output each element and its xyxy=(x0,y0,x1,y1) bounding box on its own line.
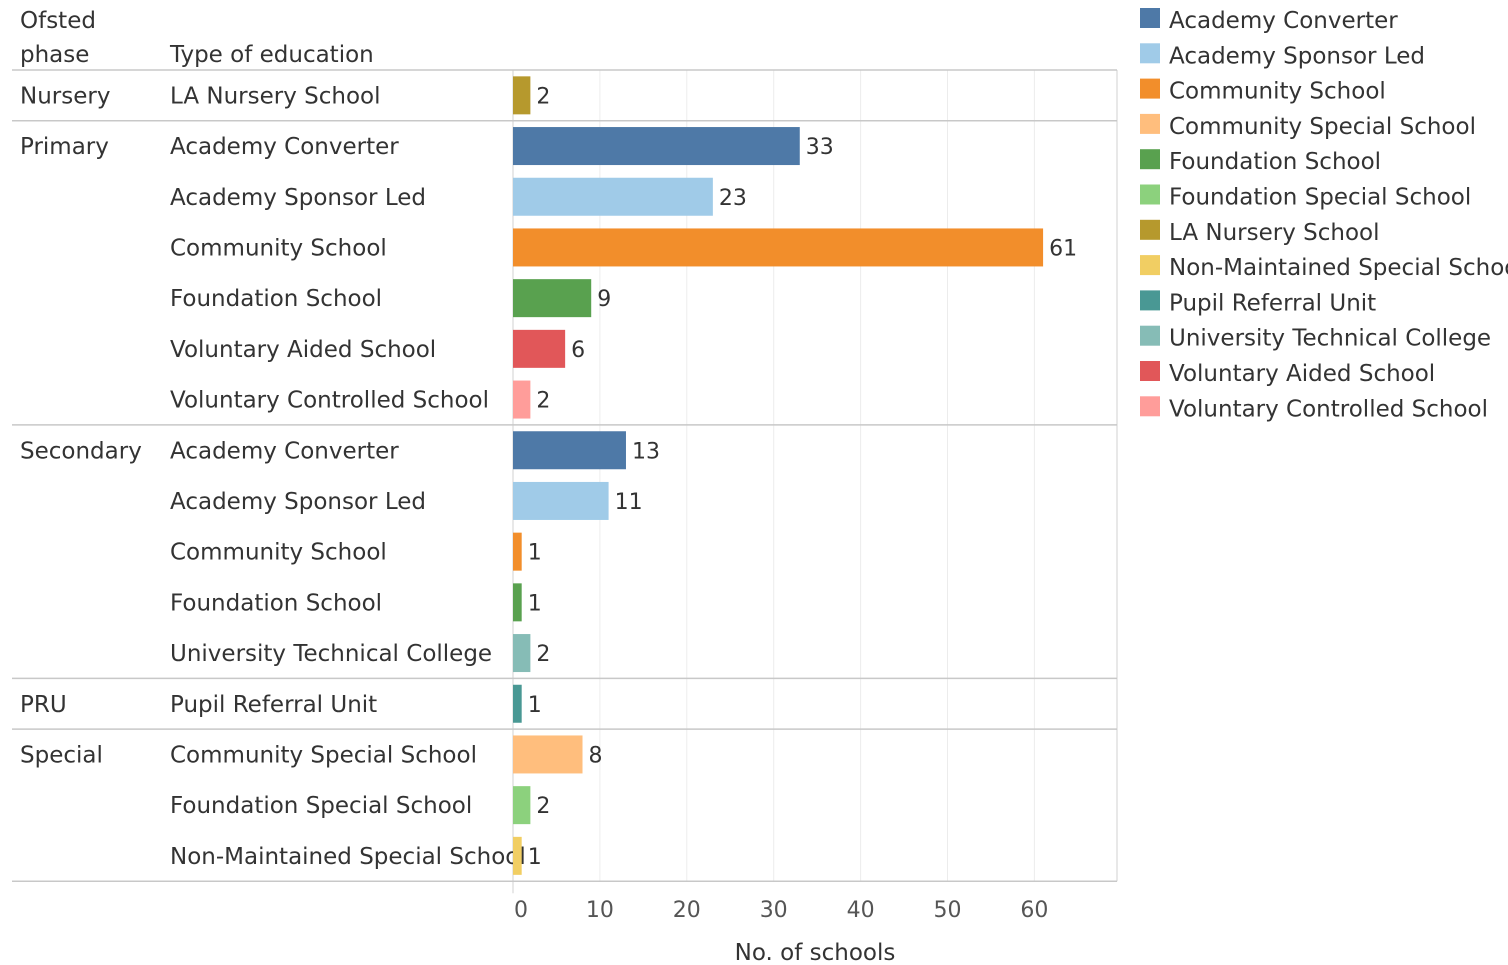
type-label: Academy Sponsor Led xyxy=(170,489,426,515)
legend-label: Community Special School xyxy=(1169,114,1476,140)
legend-label: Community School xyxy=(1169,79,1386,105)
type-label: Non-Maintained Special School xyxy=(170,844,526,870)
data-label: 1 xyxy=(528,693,542,718)
type-label: Academy Converter xyxy=(170,438,399,464)
bar xyxy=(513,532,522,571)
type-label: Community School xyxy=(170,540,387,566)
type-label: Voluntary Controlled School xyxy=(170,388,489,414)
x-tick-label: 50 xyxy=(934,898,962,923)
data-label: 2 xyxy=(536,642,550,667)
data-label: 9 xyxy=(597,287,611,312)
legend-swatch xyxy=(1140,113,1160,134)
legend-swatch xyxy=(1140,396,1160,417)
legend-swatch xyxy=(1140,219,1160,240)
phase-label: Secondary xyxy=(20,438,142,464)
legend-swatch xyxy=(1140,43,1160,64)
legend-label: LA Nursery School xyxy=(1169,220,1380,246)
bar xyxy=(513,127,800,166)
legend-label: Foundation School xyxy=(1169,149,1381,175)
bar xyxy=(513,279,592,318)
type-label: Foundation School xyxy=(170,286,382,312)
x-tick-label: 20 xyxy=(673,898,701,923)
x-axis-title: No. of schools xyxy=(735,940,896,965)
data-label: 61 xyxy=(1049,236,1077,261)
bar xyxy=(513,684,522,723)
phase-label: Special xyxy=(20,742,103,768)
legend-swatch xyxy=(1140,290,1160,311)
type-label: Community School xyxy=(170,235,387,261)
x-tick-label: 0 xyxy=(514,898,528,923)
bar xyxy=(513,735,583,774)
bar xyxy=(513,228,1044,267)
legend-swatch xyxy=(1140,8,1160,28)
data-label: 2 xyxy=(536,389,550,414)
data-label: 1 xyxy=(528,591,542,616)
legend-swatch xyxy=(1140,149,1160,170)
legend-label: University Technical College xyxy=(1169,326,1491,352)
legend-label: Academy Sponsor Led xyxy=(1169,43,1425,69)
data-label: 11 xyxy=(615,490,643,515)
data-label: 33 xyxy=(806,135,834,160)
bar xyxy=(513,177,713,216)
type-label: Community Special School xyxy=(170,742,477,768)
legend-swatch xyxy=(1140,78,1160,99)
legend-swatch xyxy=(1140,325,1160,346)
data-label: 6 xyxy=(571,338,585,363)
data-label: 1 xyxy=(528,845,542,870)
type-label: Voluntary Aided School xyxy=(170,337,436,363)
data-label: 1 xyxy=(528,541,542,566)
bar xyxy=(513,481,609,520)
header-phase: Ofsted phase xyxy=(20,8,96,68)
header-type: Type of education xyxy=(169,42,374,68)
legend-label: Foundation Special School xyxy=(1169,185,1471,211)
x-tick-label: 60 xyxy=(1020,898,1048,923)
phase-label: Primary xyxy=(20,134,109,160)
type-label: Pupil Referral Unit xyxy=(170,692,377,718)
bar xyxy=(513,836,522,875)
phase-label: Nursery xyxy=(20,83,110,109)
legend-label: Voluntary Aided School xyxy=(1169,361,1435,387)
legend-label: Pupil Referral Unit xyxy=(1169,290,1376,316)
type-label: LA Nursery School xyxy=(170,83,381,109)
type-label: Academy Converter xyxy=(170,134,399,160)
bar xyxy=(513,634,531,673)
bar xyxy=(513,583,522,622)
data-label: 8 xyxy=(589,743,603,768)
bar xyxy=(513,380,531,419)
x-tick-label: 10 xyxy=(586,898,614,923)
data-label: 23 xyxy=(719,186,747,211)
legend-label: Non-Maintained Special School xyxy=(1169,255,1508,281)
bar xyxy=(513,786,531,825)
bar xyxy=(513,76,531,115)
legend-swatch xyxy=(1140,361,1160,381)
type-label: Foundation School xyxy=(170,590,382,616)
legend-swatch xyxy=(1140,255,1160,276)
data-label: 2 xyxy=(536,794,550,819)
x-tick-label: 30 xyxy=(760,898,788,923)
data-label: 2 xyxy=(536,84,550,109)
bar xyxy=(513,329,566,368)
data-label: 13 xyxy=(632,439,660,464)
type-label: University Technical College xyxy=(170,641,492,667)
phase-label: PRU xyxy=(20,692,67,718)
legend-swatch xyxy=(1140,184,1160,205)
legend-label: Voluntary Controlled School xyxy=(1169,396,1488,422)
x-tick-label: 40 xyxy=(847,898,875,923)
legend-label: Academy Converter xyxy=(1169,8,1398,34)
type-label: Foundation Special School xyxy=(170,793,472,819)
bar xyxy=(513,431,626,470)
type-label: Academy Sponsor Led xyxy=(170,185,426,211)
